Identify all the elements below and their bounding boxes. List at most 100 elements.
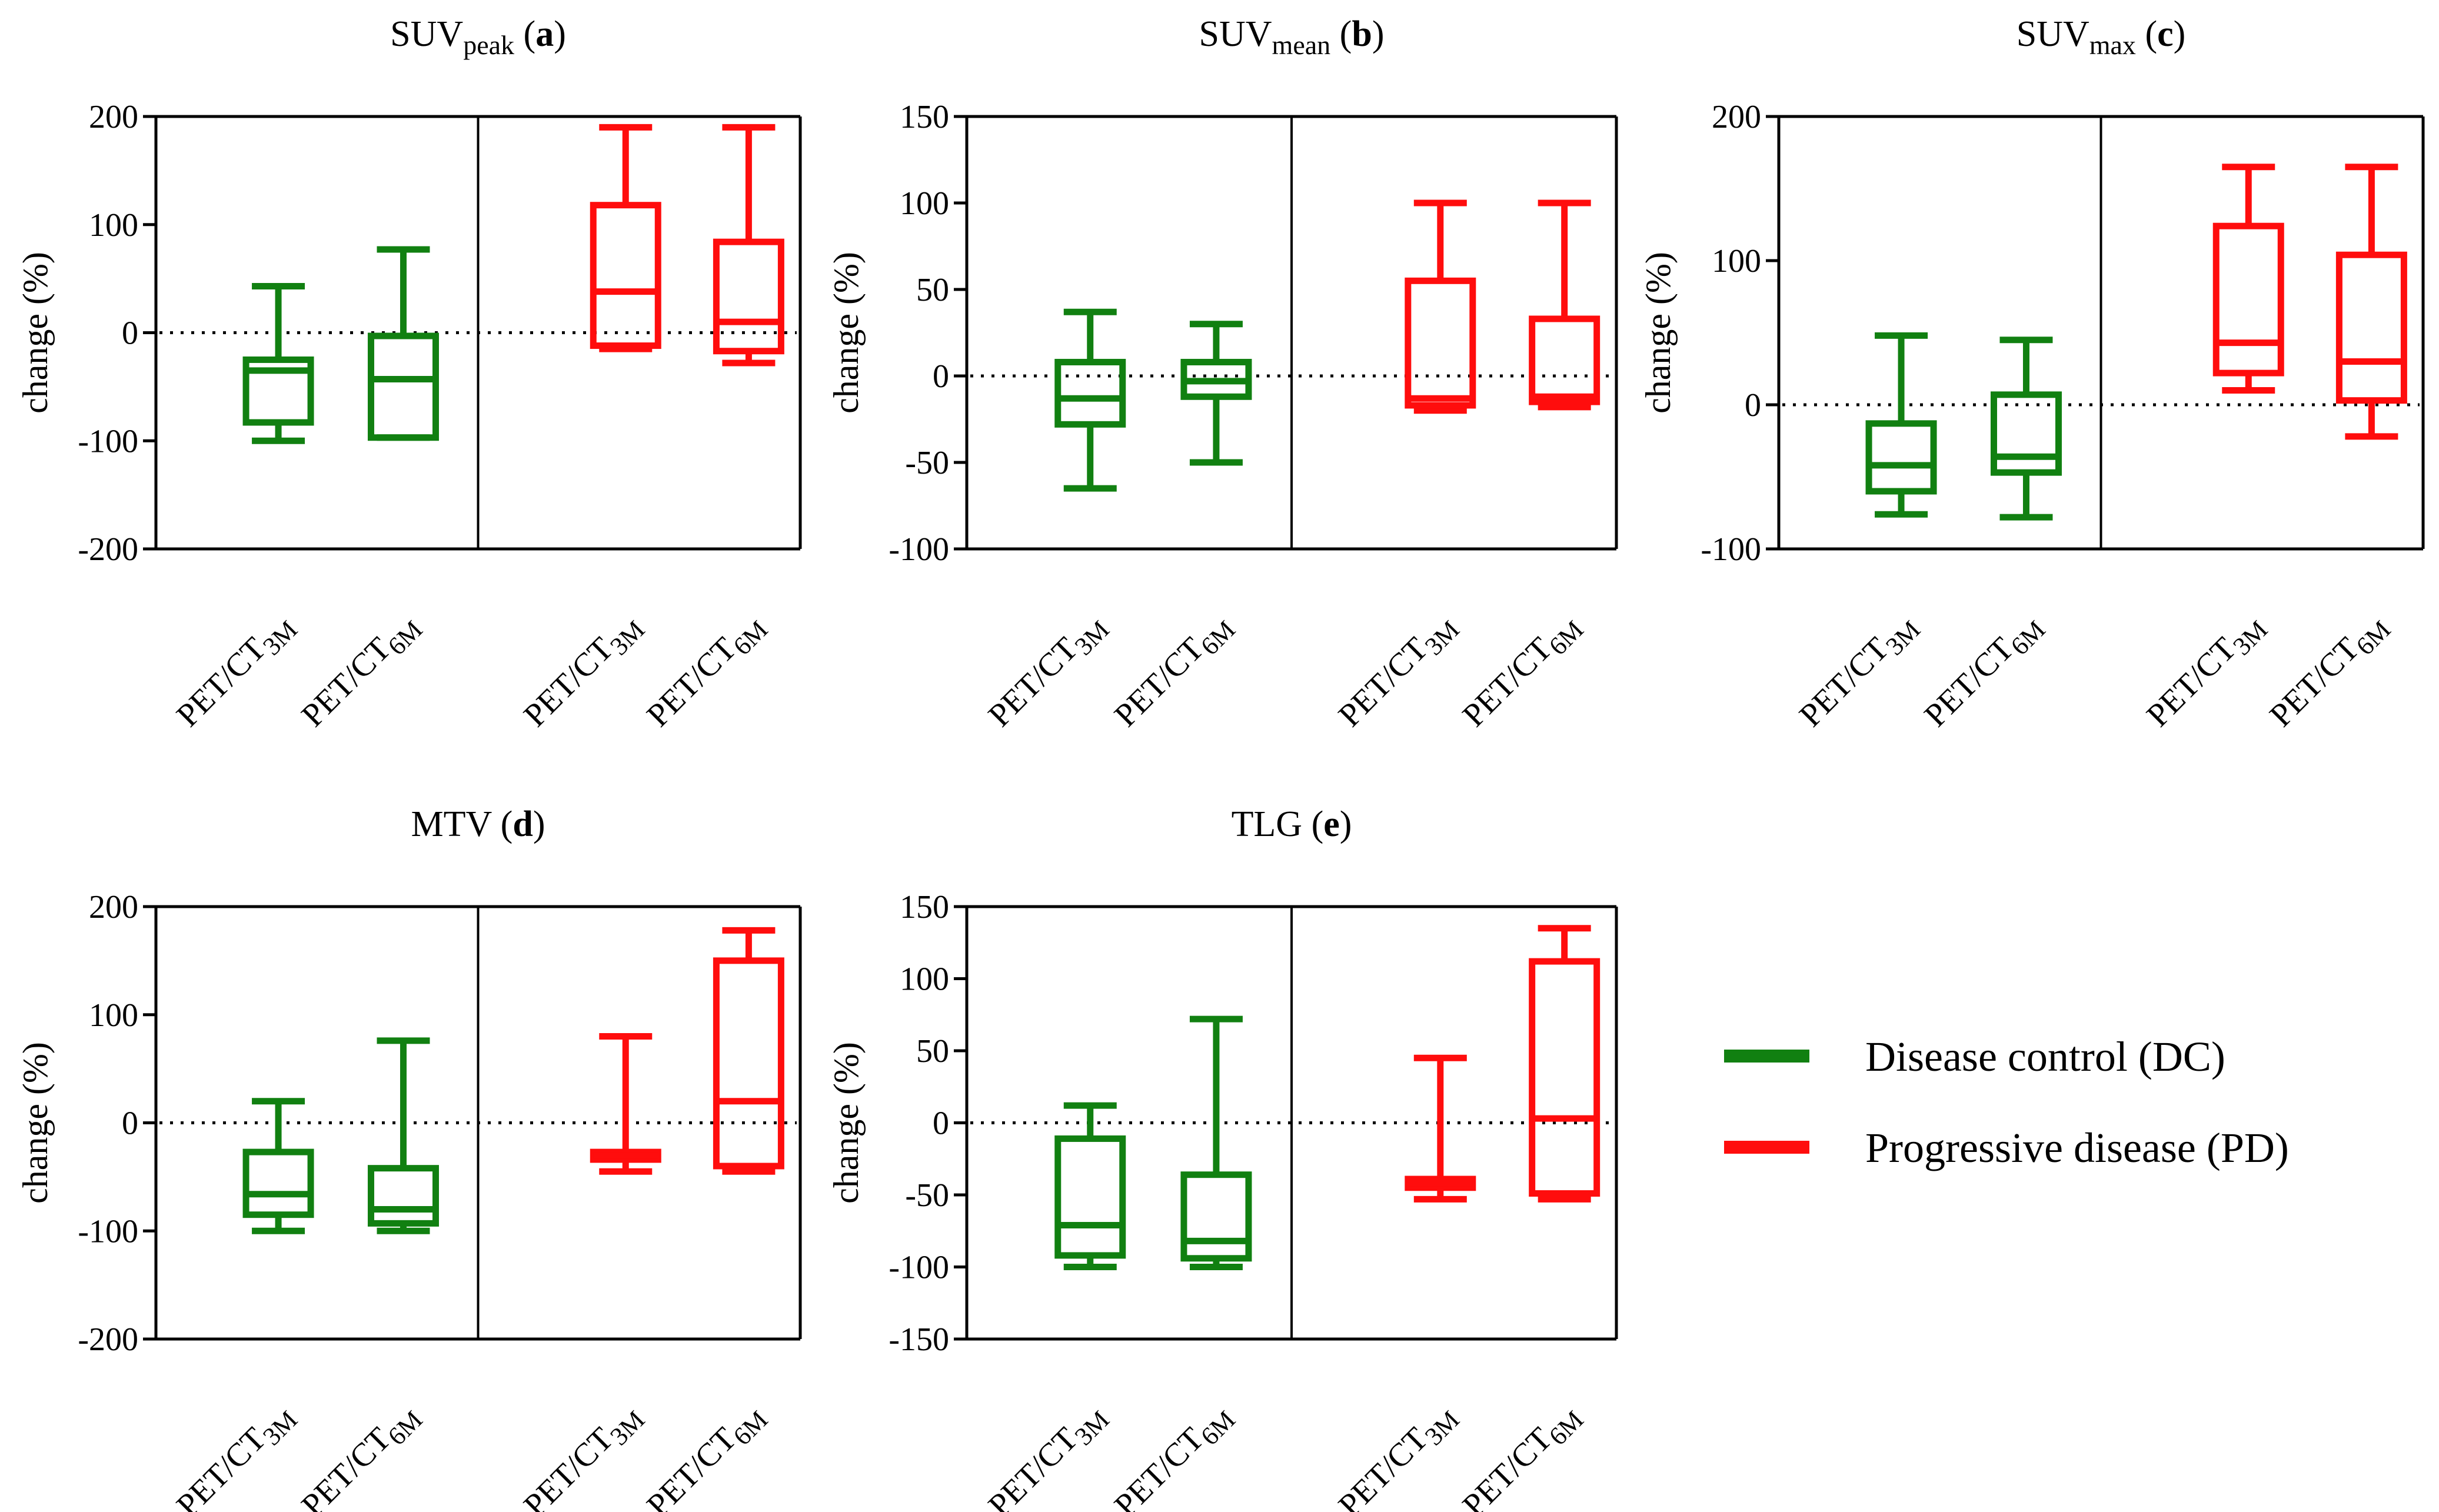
category-label: PET/CT3M	[1332, 605, 1465, 738]
category-label: PET/CT6M	[1107, 605, 1241, 738]
legend-label-dc: Disease control (DC)	[1865, 1033, 2225, 1080]
category-label-base: PET/CT	[2263, 631, 2367, 734]
y-tick-label: -150	[889, 1321, 949, 1358]
y-tick-label: 100	[1712, 243, 1761, 279]
panel-title-main: MTV	[411, 804, 493, 844]
box-dc-3M	[242, 282, 314, 444]
panel-title-main: SUV	[1199, 14, 1272, 54]
box-pd-3M	[590, 124, 661, 352]
y-tick-label: 50	[916, 272, 949, 308]
iqr-box	[1405, 277, 1476, 409]
y-tick-label: 0	[933, 358, 949, 395]
category-label-base: PET/CT	[169, 631, 273, 734]
category-label: PET/CT3M	[2139, 605, 2273, 738]
box-dc-6M	[367, 246, 439, 441]
category-label-base: PET/CT	[1792, 631, 1896, 734]
box-pd-6M	[2335, 164, 2407, 440]
iqr-box	[242, 1148, 314, 1218]
category-label-base: PET/CT	[1918, 631, 2021, 734]
category-label-base: PET/CT	[1332, 1421, 1435, 1512]
category-label: PET/CT6M	[1456, 605, 1589, 738]
y-tick-label: -200	[78, 1321, 138, 1358]
y-tick-label: 200	[89, 889, 138, 925]
panel-title-paren-close: )	[1340, 804, 1352, 844]
y-tick-label: 50	[916, 1033, 949, 1070]
iqr-box	[1054, 358, 1126, 428]
y-tick-label: 100	[900, 185, 949, 222]
panel-title-paren-open: (	[2136, 14, 2157, 54]
category-label: PET/CT6M	[2263, 605, 2397, 738]
legend-label-pd: Progressive disease (PD)	[1865, 1124, 2289, 1171]
panel-title: MTV (d)	[411, 804, 545, 844]
category-label: PET/CT3M	[169, 1395, 303, 1512]
category-label-base: PET/CT	[981, 631, 1085, 734]
category-label-base: PET/CT	[1456, 1421, 1559, 1512]
y-tick-label: -50	[905, 1177, 949, 1214]
y-axis-title: change (%)	[16, 1042, 55, 1204]
y-tick-label: 150	[900, 99, 949, 135]
category-label-base: PET/CT	[1107, 1421, 1211, 1512]
iqr-box	[1990, 391, 2062, 476]
y-tick-label: 100	[89, 997, 138, 1034]
category-label-base: PET/CT	[981, 1421, 1085, 1512]
category-label-base: PET/CT	[640, 631, 744, 734]
panel-letter: d	[513, 804, 533, 844]
panel-title-paren-close: )	[554, 14, 566, 54]
panel-title: SUVpeak (a)	[390, 14, 566, 60]
box-pd-3M	[1405, 1054, 1476, 1203]
iqr-box	[713, 957, 784, 1170]
y-tick-label: 0	[1745, 387, 1761, 424]
iqr-box	[1529, 958, 1601, 1197]
y-tick-label: -100	[889, 531, 949, 568]
panel-a: 200 100 0 -100 -200 change (%) SUVpeak (a) PET/…	[16, 14, 802, 738]
category-label: PET/CT3M	[1792, 605, 1926, 738]
y-axis-title: change (%)	[827, 252, 866, 414]
box-dc-6M	[1180, 321, 1252, 466]
panel-d: 200 100 0 -100 -200 change (%) MTV (d) PET/CT3M…	[16, 804, 802, 1512]
box-pd-3M	[1405, 199, 1476, 414]
iqr-box	[2212, 222, 2284, 377]
box-pd-6M	[1529, 925, 1601, 1203]
category-label: PET/CT6M	[640, 1395, 774, 1512]
category-label-base: PET/CT	[1107, 631, 1211, 734]
category-label: PET/CT6M	[1918, 605, 2051, 738]
box-pd-3M	[590, 1033, 661, 1175]
iqr-box	[367, 1165, 439, 1227]
box-dc-3M	[1865, 332, 1937, 518]
panel-title-paren-close: )	[2174, 14, 2186, 54]
y-tick-label: 100	[89, 207, 138, 244]
panel-title-subscript: max	[2089, 30, 2136, 60]
category-label: PET/CT3M	[981, 1395, 1115, 1512]
y-tick-label: -100	[889, 1250, 949, 1286]
category-label: PET/CT3M	[517, 1395, 650, 1512]
box-pd-6M	[713, 124, 784, 367]
category-label-base: PET/CT	[517, 1421, 620, 1512]
y-tick-label: 0	[122, 315, 138, 352]
y-tick-label: -100	[78, 423, 138, 459]
panel-title-paren-open: (	[514, 14, 535, 54]
box-dc-6M	[1180, 1015, 1252, 1270]
panel-title-paren-close: )	[1372, 14, 1385, 54]
category-label: PET/CT3M	[981, 605, 1115, 738]
box-pd-3M	[2212, 164, 2284, 394]
box-dc-3M	[1054, 308, 1126, 492]
box-pd-6M	[1529, 199, 1601, 411]
iqr-box	[1529, 315, 1601, 405]
iqr-box	[2335, 251, 2407, 404]
iqr-box	[590, 202, 661, 349]
category-label: PET/CT6M	[640, 605, 774, 738]
category-label-base: PET/CT	[295, 631, 398, 734]
box-dc-6M	[1990, 337, 2062, 521]
iqr-box	[713, 238, 784, 355]
panel-title-paren-open: (	[491, 804, 513, 844]
y-tick-label: 200	[1712, 99, 1761, 135]
y-tick-label: 100	[900, 961, 949, 998]
iqr-box	[1865, 420, 1937, 495]
panel-title-paren-close: )	[533, 804, 545, 844]
iqr-box	[242, 356, 314, 426]
category-label: PET/CT3M	[169, 605, 303, 738]
box-dc-3M	[242, 1098, 314, 1234]
panel-b: 150 100 50 0 -50 -100 change (%) SUVmean (b) PET…	[827, 14, 1618, 738]
